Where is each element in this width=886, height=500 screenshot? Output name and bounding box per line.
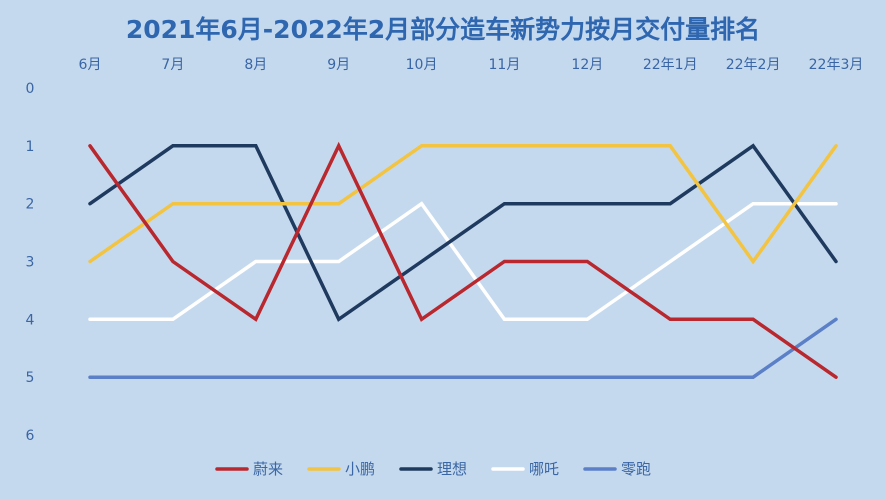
series-lines — [88, 141, 838, 379]
y-tick-label: 1 — [26, 139, 35, 155]
y-tick-label: 3 — [26, 255, 35, 271]
x-tick-label: 7月 — [161, 57, 184, 73]
series-line-4 — [88, 317, 838, 379]
y-tick-label: 2 — [26, 197, 35, 213]
y-tick-label: 0 — [26, 81, 35, 97]
x-axis-tick-labels: 6月 7月 8月 9月 10月 11月 12月 22年1月 22年2月 22年3月 — [79, 57, 864, 73]
x-tick-label: 22年1月 — [643, 57, 698, 73]
series-line-2 — [88, 143, 838, 322]
y-tick-label: 4 — [26, 312, 35, 328]
x-tick-label: 9月 — [327, 57, 350, 73]
x-tick-label: 11月 — [489, 57, 521, 73]
legend-label-1: 小鹏 — [345, 460, 375, 478]
x-tick-label: 6月 — [79, 57, 102, 73]
x-tick-label: 22年3月 — [809, 57, 864, 73]
y-axis-tick-labels: 0 1 2 3 4 5 6 — [26, 81, 35, 444]
chart-title: 2021年6月-2022年2月部分造车新势力按月交付量排名 — [126, 15, 760, 44]
legend: 蔚来 小鹏 理想 哪吒 零跑 — [215, 460, 651, 478]
series-line-1 — [88, 144, 838, 265]
y-tick-label: 5 — [26, 370, 35, 386]
legend-label-0: 蔚来 — [253, 460, 283, 478]
y-tick-label: 6 — [26, 428, 35, 444]
series-line-0 — [88, 141, 838, 379]
legend-label-2: 理想 — [437, 460, 467, 478]
x-tick-label: 8月 — [244, 57, 267, 73]
x-tick-label: 12月 — [571, 57, 603, 73]
legend-label-4: 零跑 — [621, 460, 651, 478]
x-tick-label: 10月 — [406, 57, 438, 73]
x-tick-label: 22年2月 — [726, 57, 781, 73]
legend-label-3: 哪吒 — [529, 460, 559, 478]
